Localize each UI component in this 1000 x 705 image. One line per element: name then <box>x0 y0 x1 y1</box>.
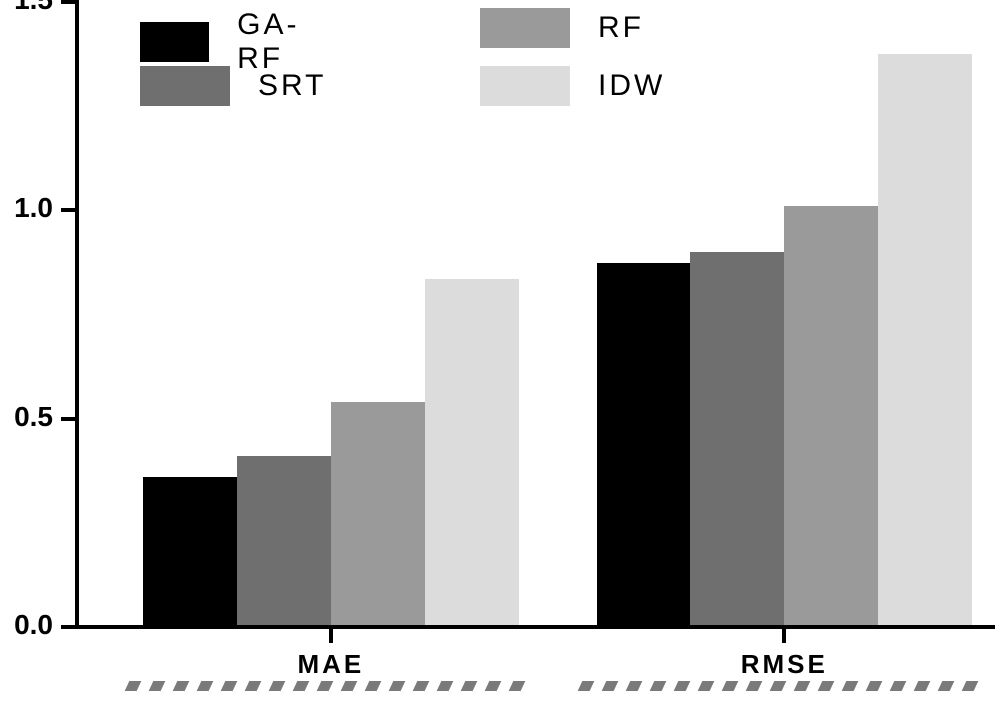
legend-item-rf: RF <box>480 8 644 48</box>
legend-swatch <box>480 66 570 106</box>
y-tick-label: 1.5 <box>0 0 53 16</box>
hatch-dash <box>938 681 955 691</box>
x-tick-label: RMSE <box>664 649 904 680</box>
hatch-dash <box>436 681 453 691</box>
hatch-dash <box>148 681 165 691</box>
hatch-dash <box>196 681 213 691</box>
bar-mae-rf <box>331 402 425 625</box>
bar-mae-srt <box>237 456 331 625</box>
y-tick <box>61 417 75 421</box>
bar-rmse-ga-rf <box>597 263 691 626</box>
bar-mae-ga-rf <box>143 477 237 625</box>
y-tick <box>61 625 75 629</box>
legend-swatch <box>480 8 570 48</box>
hatch-dash <box>890 681 907 691</box>
x-tick <box>782 629 786 643</box>
bar-rmse-rf <box>784 206 878 625</box>
x-tick <box>329 629 333 643</box>
hatch-dash <box>292 681 309 691</box>
legend-item-idw: IDW <box>480 66 665 106</box>
hatch-dash <box>770 681 787 691</box>
hatch-dash <box>722 681 739 691</box>
y-tick-label: 1.0 <box>0 192 53 224</box>
hatch-dash <box>412 681 429 691</box>
x-tick-label: MAE <box>211 649 451 680</box>
hatch-dash <box>364 681 381 691</box>
hatch-dash <box>244 681 261 691</box>
hatch-dash <box>460 681 477 691</box>
hatch-dash <box>626 681 643 691</box>
hatch-dash <box>818 681 835 691</box>
y-tick-label: 0.0 <box>0 609 53 641</box>
hatch-dash <box>578 681 595 691</box>
legend-swatch <box>140 66 230 106</box>
hatch-dash <box>746 681 763 691</box>
hatch-dash <box>962 681 979 691</box>
hatch-dash <box>698 681 715 691</box>
hatch-dash <box>172 681 189 691</box>
hatch-dash <box>914 681 931 691</box>
legend-label: RF <box>598 11 644 45</box>
y-axis <box>75 0 79 629</box>
hatch-dash <box>268 681 285 691</box>
x-axis <box>75 625 995 629</box>
y-tick-label: 0.5 <box>0 401 53 433</box>
hatch-dash <box>484 681 501 691</box>
legend-item-srt: SRT <box>140 66 326 106</box>
hatch-dash <box>866 681 883 691</box>
hatch-dash <box>602 681 619 691</box>
hatch-dash <box>842 681 859 691</box>
hatch-dash <box>388 681 405 691</box>
legend-swatch <box>140 22 209 62</box>
legend-label: IDW <box>598 69 665 103</box>
bar-mae-idw <box>425 279 519 625</box>
bar-chart: 0.00.51.01.5 MAERMSE GA-RFRFSRTIDW <box>0 0 1000 705</box>
hatch-dash <box>794 681 811 691</box>
bottom-hatching <box>0 681 1000 691</box>
legend-label: SRT <box>258 69 326 103</box>
hatch-dash <box>220 681 237 691</box>
hatch-dash <box>340 681 357 691</box>
bar-rmse-idw <box>878 54 972 625</box>
y-tick <box>61 0 75 4</box>
bar-rmse-srt <box>690 252 784 625</box>
hatch-dash <box>316 681 333 691</box>
hatch-dash <box>674 681 691 691</box>
y-tick <box>61 208 75 212</box>
hatch-dash <box>650 681 667 691</box>
hatch-dash <box>508 681 525 691</box>
hatch-dash <box>124 681 141 691</box>
